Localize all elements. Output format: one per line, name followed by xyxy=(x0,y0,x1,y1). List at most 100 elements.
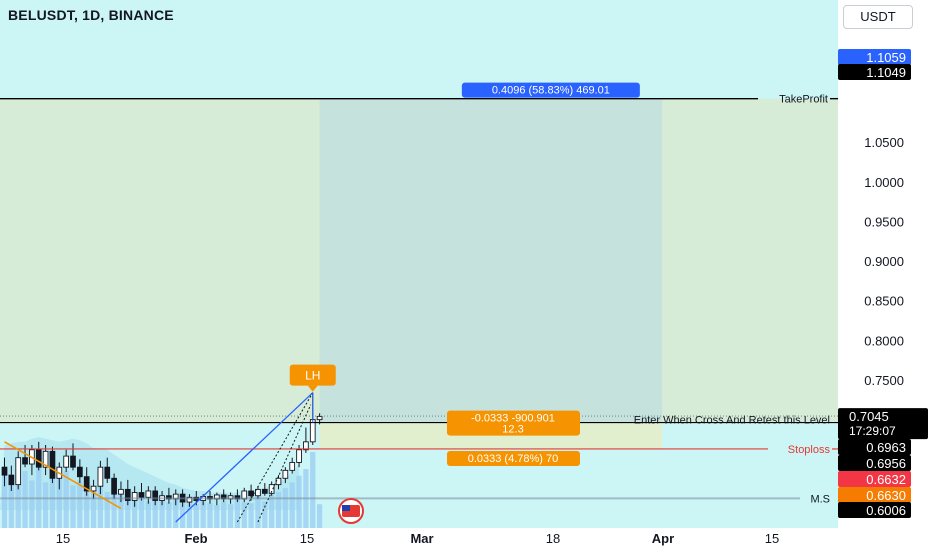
candle-body xyxy=(268,484,275,494)
currency-selector[interactable]: USDT xyxy=(843,5,913,29)
volume-bar xyxy=(43,482,49,528)
ms-label: M.S xyxy=(810,493,830,505)
volume-bar xyxy=(241,502,247,528)
time-tick-label: 15 xyxy=(300,531,314,546)
candle-body xyxy=(8,474,15,486)
candle-body xyxy=(22,457,28,465)
volume-bar xyxy=(84,490,90,528)
volume-bar xyxy=(111,494,117,528)
price-tick-label: 1.0000 xyxy=(864,175,904,190)
symbol-title: BELUSDT, 1D, BINANCE xyxy=(8,7,174,23)
volume-bar xyxy=(221,501,227,528)
volume-bar xyxy=(173,499,179,528)
candle-body xyxy=(186,496,193,503)
chart-labels: TakeProfit Stoploss Enter When Cross And R… xyxy=(289,82,831,524)
pattern-line-dotted-1 xyxy=(236,392,314,523)
volume-bar xyxy=(70,485,76,528)
volume-bar xyxy=(166,502,172,528)
pattern-line-blue xyxy=(175,392,314,523)
time-tick-label: 18 xyxy=(546,531,560,546)
target-zone xyxy=(319,98,663,423)
volume-bar xyxy=(159,499,165,528)
candle-body xyxy=(1,466,8,476)
entry-label: Enter When Cross And Retest this Level xyxy=(634,415,830,427)
volume-bar xyxy=(90,488,97,528)
volume-bar xyxy=(227,504,234,528)
target-info-box xyxy=(461,82,640,98)
time-tick-label: Apr xyxy=(652,531,674,546)
price-badge-text: 1.1059 xyxy=(866,50,906,65)
axes: 1.15001.05001.00000.95000.90000.85000.80… xyxy=(56,49,928,546)
volume-bar xyxy=(275,491,282,528)
orange-trend-line xyxy=(4,441,122,510)
volume-bar xyxy=(77,480,83,528)
time-tick-label: 15 xyxy=(56,531,70,546)
center-info-line2: 12.3 xyxy=(502,424,523,436)
candle-body xyxy=(63,455,70,468)
lh-label-pointer xyxy=(307,385,318,392)
stoploss-label: Stoploss xyxy=(788,444,831,456)
candle-body xyxy=(111,477,117,495)
volume-bar xyxy=(97,475,103,528)
price-badge xyxy=(838,455,911,471)
last-price-text: 0.7045 xyxy=(849,409,889,424)
volume-bar xyxy=(200,501,206,528)
price-tick-label: 0.7500 xyxy=(864,373,904,388)
price-tick-label: 0.8500 xyxy=(864,294,904,309)
volume-bar xyxy=(36,465,42,528)
drawings xyxy=(4,392,314,523)
volume-bar xyxy=(193,504,199,528)
price-badge-text: 0.6963 xyxy=(866,440,906,455)
candle-body xyxy=(275,477,282,486)
stop-info-box xyxy=(447,450,580,466)
volume-bar xyxy=(207,503,213,528)
price-badge xyxy=(838,64,911,80)
candle-body xyxy=(282,469,289,479)
candle-body xyxy=(97,466,104,487)
pattern-line-dotted-2 xyxy=(257,404,312,523)
price-badge xyxy=(838,439,911,455)
price-badge xyxy=(838,487,911,503)
time-tick-label: Mar xyxy=(410,531,433,546)
volume-bar xyxy=(138,493,145,528)
last-price-badge xyxy=(838,408,928,440)
price-tick-label: 0.9000 xyxy=(864,254,904,269)
price-badge xyxy=(838,49,911,65)
volume-bar xyxy=(8,475,14,528)
volume-bar xyxy=(118,490,124,528)
price-badge-text: 0.6956 xyxy=(866,456,906,471)
volume-bar xyxy=(296,475,302,528)
center-info-box xyxy=(447,410,580,436)
volume-bar xyxy=(310,452,316,528)
volume-bar xyxy=(317,504,323,528)
volume-bar xyxy=(22,471,28,528)
candle-body xyxy=(70,455,76,468)
volume-bar xyxy=(29,480,35,528)
candle-body xyxy=(83,476,90,492)
time-tick-label: 15 xyxy=(765,531,779,546)
volume-bar xyxy=(132,499,138,528)
lh-label-text: LH xyxy=(305,369,320,383)
volume-bar xyxy=(282,488,288,528)
candle-body xyxy=(42,450,49,468)
lh-label-box xyxy=(289,364,336,386)
candle-body xyxy=(289,461,296,471)
candle-body xyxy=(15,457,22,486)
price-badge-text: 1.1049 xyxy=(866,65,906,80)
volume-bar xyxy=(234,499,240,528)
candle-body xyxy=(138,492,145,498)
candle-body xyxy=(152,490,159,501)
candle-body xyxy=(303,441,309,451)
candle-body xyxy=(145,490,152,498)
price-badge-text: 0.6006 xyxy=(866,503,906,518)
price-tick-label: 1.0500 xyxy=(864,135,904,150)
candle-body xyxy=(35,449,42,468)
candle-body xyxy=(118,488,124,495)
price-badge xyxy=(838,502,911,518)
volume-bars xyxy=(1,452,323,528)
candle-body xyxy=(104,466,111,479)
candle-body xyxy=(261,488,268,494)
volume-bar xyxy=(255,496,261,528)
us-flag-canton xyxy=(342,505,350,511)
